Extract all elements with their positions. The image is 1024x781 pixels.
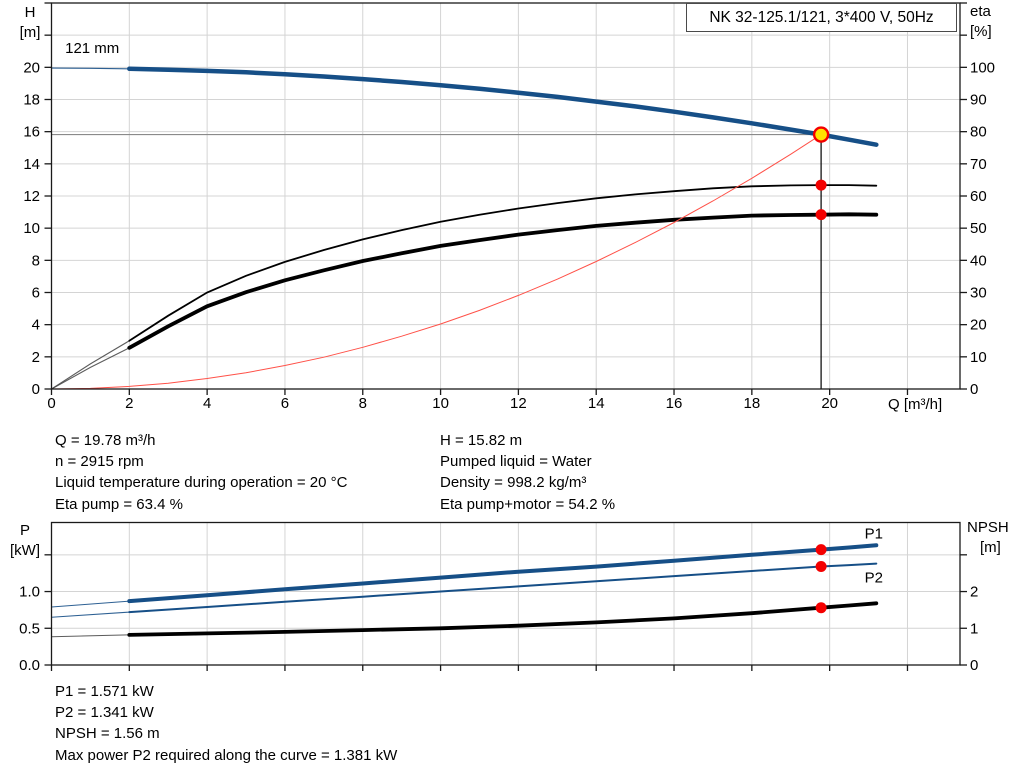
y-left-tick-label: 20 — [23, 59, 40, 76]
npsh-curve — [127, 601, 879, 637]
x-tick-label: 6 — [281, 395, 289, 412]
y-right-tick-label: 60 — [970, 188, 987, 205]
y-left-axis-unit: [kW] — [10, 542, 40, 559]
p1-curve — [127, 543, 879, 604]
info-line-flow: Q = 19.78 m³/h — [55, 432, 156, 449]
y-right-tick-label: 20 — [970, 317, 987, 334]
y-left-tick-label: 12 — [23, 188, 40, 205]
duty-info-left: Q = 19.78 m³/h n = 2915 rpm Liquid tempe… — [55, 430, 347, 515]
y-left-tick-label: 0.5 — [19, 620, 40, 637]
info-line-eta-pump-motor: Eta pump+motor = 54.2 % — [440, 495, 616, 513]
eta-pump-motor-curve — [127, 212, 879, 350]
y-right-axis-name: NPSH — [967, 519, 1009, 536]
x-axis-title: Q [m³/h] — [888, 396, 942, 413]
y-left-tick-label: 0.0 — [19, 657, 40, 674]
curve-label-121-mm: 121 mm — [65, 40, 119, 57]
power-info-block: P1 = 1.571 kW P2 = 1.341 kW NPSH = 1.56 … — [55, 681, 397, 766]
y-left-axis-name: P — [20, 522, 30, 539]
y-left-tick-label: 6 — [32, 285, 40, 302]
p1-point — [815, 544, 827, 556]
eta-pump-curve-lead-in — [51, 340, 130, 390]
info-line-eta-pump: Eta pump = 63.4 % — [55, 495, 183, 513]
eta-pump-motor-point — [815, 209, 827, 221]
x-tick-label: 14 — [588, 395, 605, 412]
x-tick-label: 4 — [203, 395, 211, 412]
y-left-tick-label: 18 — [23, 92, 40, 109]
x-tick-label: 20 — [821, 395, 838, 412]
curve-label-p1: P1 — [865, 526, 883, 543]
eta-pump-curve — [128, 184, 878, 342]
x-tick-label: 18 — [743, 395, 760, 412]
x-tick-label: 12 — [510, 395, 527, 412]
eta-pump-motor-curve-lead-in — [51, 347, 130, 390]
info-line-npsh: NPSH = 1.56 m — [55, 725, 160, 743]
gridlines — [51, 522, 960, 665]
y-left-axis-unit: [m] — [20, 24, 41, 41]
y-right-axis-name: eta — [970, 3, 992, 20]
y-left-tick-label: 4 — [32, 317, 40, 334]
y-right-tick-label: 1 — [970, 620, 978, 637]
y-right-tick-label: 100 — [970, 59, 995, 76]
y-right-tick-label: 0 — [970, 657, 978, 674]
plot-border — [50, 521, 961, 666]
y-left-axis-name: H — [25, 4, 36, 21]
head-curve-121mm — [127, 66, 879, 147]
y-left-tick-label: 0 — [32, 381, 40, 398]
info-line-pumped-liquid: Pumped liquid = Water — [440, 453, 592, 471]
y-right-tick-label: 70 — [970, 156, 987, 173]
x-tick-label: 0 — [47, 395, 55, 412]
system-curve — [51, 134, 822, 390]
head-curve-121mm-lead-in — [51, 67, 130, 70]
pump-title-box: NK 32-125.1/121, 3*400 V, 50Hz — [686, 3, 957, 32]
x-tick-label: 8 — [359, 395, 367, 412]
y-right-tick-label: 0 — [970, 381, 978, 398]
y-right-axis-unit: [%] — [970, 23, 992, 40]
info-line-head: H = 15.82 m — [440, 432, 523, 449]
p2-point — [815, 560, 827, 572]
curve-label-p2: P2 — [865, 570, 883, 587]
info-line-density: Density = 998.2 kg/m³ — [440, 474, 587, 492]
eta-pump-point — [815, 179, 827, 191]
y-right-tick-label: 2 — [970, 584, 978, 601]
gridlines — [51, 3, 960, 389]
chart-power: 0.0 0.5 1.0 0 1 2 P [kW] NPSH [m] P1 P2 — [10, 519, 1009, 674]
info-line-max-power: Max power P2 required along the curve = … — [55, 746, 398, 764]
x-tick-label: 10 — [432, 395, 449, 412]
x-tick-label: 16 — [666, 395, 683, 412]
p1-curve-lead-in — [51, 600, 130, 608]
duty-point[interactable] — [812, 126, 830, 143]
info-line-liquid-temp: Liquid temperature during operation = 20… — [55, 474, 348, 492]
y-right-tick-label: 90 — [970, 92, 987, 109]
npsh-curve-lead-in — [51, 634, 130, 638]
chart-head: 0 2 4 6 8 10 12 14 16 18 20 0 2 4 6 8 10 12 14 16 18 20 0 10 20 3… — [20, 2, 995, 413]
npsh-point — [815, 602, 827, 614]
y-right-tick-label: 30 — [970, 285, 987, 302]
y-right-tick-label: 80 — [970, 124, 987, 141]
y-left-tick-label: 14 — [23, 156, 40, 173]
y-left-tick-label: 16 — [23, 124, 40, 141]
y-left-tick-label: 1.0 — [19, 584, 40, 601]
p2-curve-lead-in — [51, 611, 130, 618]
y-right-axis-unit: [m] — [980, 539, 1001, 556]
y-right-tick-label: 50 — [970, 220, 987, 237]
info-line-p2: P2 = 1.341 kW — [55, 704, 154, 722]
info-line-speed: n = 2915 rpm — [55, 453, 144, 471]
x-tick-label: 2 — [125, 395, 133, 412]
info-line-p1: P1 = 1.571 kW — [55, 683, 154, 700]
y-left-tick-label: 8 — [32, 252, 40, 269]
y-right-tick-label: 40 — [970, 252, 987, 269]
pump-title-text: NK 32-125.1/121, 3*400 V, 50Hz — [709, 8, 934, 26]
y-right-tick-label: 10 — [970, 349, 987, 366]
y-left-tick-label: 10 — [23, 220, 40, 237]
duty-info-right: H = 15.82 m Pumped liquid = Water Densit… — [440, 430, 615, 515]
y-left-tick-label: 2 — [32, 349, 40, 366]
p2-curve — [128, 562, 878, 614]
